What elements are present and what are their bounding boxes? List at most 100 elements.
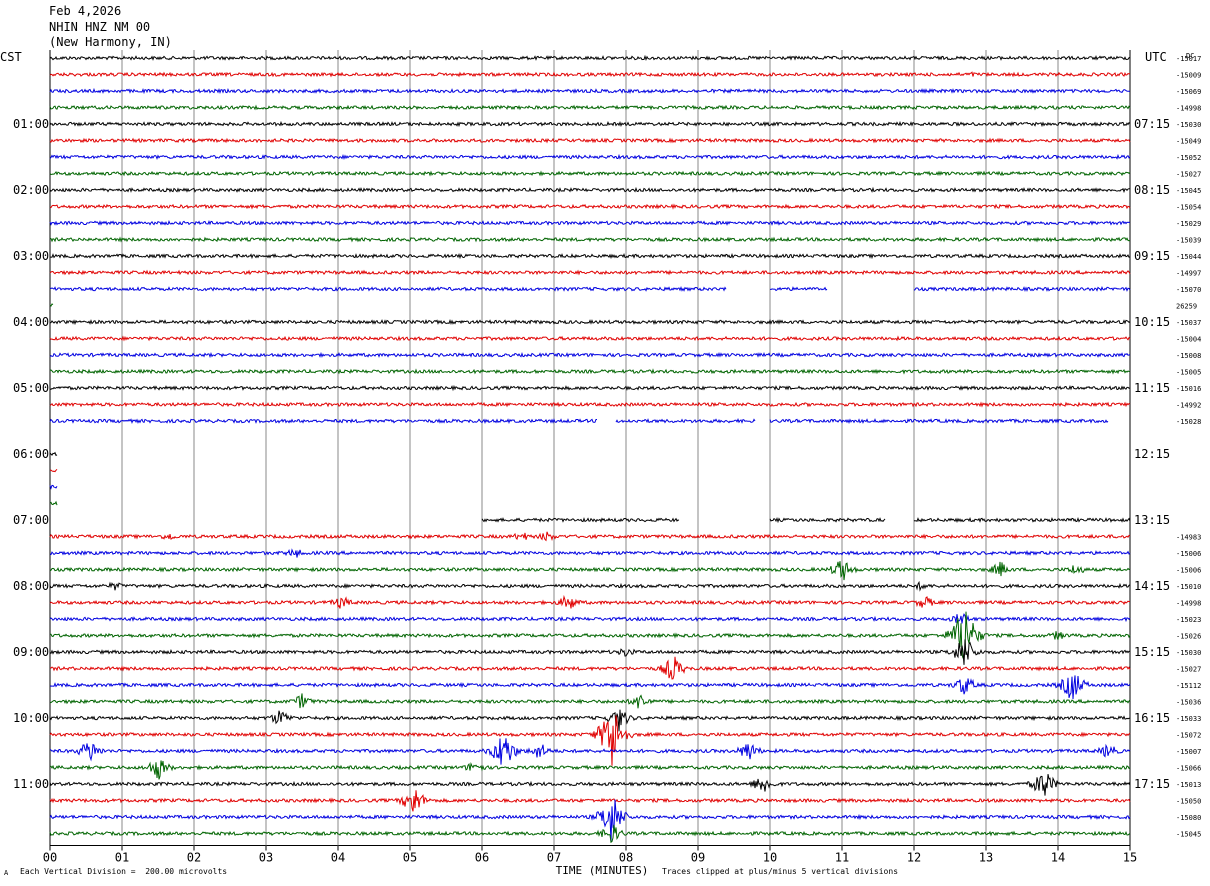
trace-row bbox=[49, 760, 1131, 780]
trace-row bbox=[49, 790, 1131, 812]
dc-offset-value: -15027 bbox=[1176, 666, 1201, 674]
trace-row bbox=[50, 419, 1130, 422]
trace-row bbox=[50, 453, 1130, 456]
dc-offset-value: -15023 bbox=[1176, 616, 1201, 624]
clip-note: Traces clipped at plus/minus 5 vertical … bbox=[662, 867, 899, 876]
trace-row bbox=[49, 236, 1131, 243]
x-tick-label: 04 bbox=[331, 851, 345, 865]
dc-offset-value: -15007 bbox=[1176, 748, 1201, 756]
utc-time-label: 11:15 bbox=[1134, 381, 1170, 395]
dc-offset-value: -14998 bbox=[1176, 105, 1201, 113]
dc-offset-value: -15039 bbox=[1176, 237, 1201, 245]
utc-time-label: 12:15 bbox=[1134, 447, 1170, 461]
trace-row bbox=[49, 219, 1131, 226]
dc-offset-value: -14998 bbox=[1176, 600, 1201, 608]
dc-offset-value: -15033 bbox=[1176, 715, 1201, 723]
dc-offset-value: -14992 bbox=[1176, 402, 1201, 410]
dc-offset-value: -15072 bbox=[1176, 732, 1201, 740]
utc-time-label: 07:15 bbox=[1134, 117, 1170, 131]
trace-row bbox=[50, 304, 1130, 306]
dc-offset-value: -15036 bbox=[1176, 699, 1201, 707]
cst-time-label: 09:00 bbox=[13, 645, 49, 659]
cst-time-label: 11:00 bbox=[13, 777, 49, 791]
dc-offset-value: -15006 bbox=[1176, 550, 1201, 558]
dc-offset-value: -14983 bbox=[1176, 534, 1201, 542]
utc-time-label: 14:15 bbox=[1134, 579, 1170, 593]
trace-row bbox=[49, 548, 1131, 558]
dc-offset-value: -15070 bbox=[1176, 286, 1201, 294]
trace-row bbox=[49, 87, 1131, 95]
cst-time-label: 06:00 bbox=[13, 447, 49, 461]
dc-offset-value: -15013 bbox=[1176, 781, 1201, 789]
trace-row bbox=[49, 738, 1131, 765]
trace-row bbox=[49, 639, 1131, 665]
trace-row bbox=[481, 516, 1131, 524]
dc-offset-value: -15010 bbox=[1176, 583, 1201, 591]
utc-time-label: 17:15 bbox=[1134, 777, 1170, 791]
trace-row bbox=[49, 613, 1131, 624]
trace-row bbox=[50, 611, 1131, 659]
trace-row bbox=[49, 401, 1131, 408]
trace-row bbox=[49, 335, 1131, 342]
header-location: (New Harmony, IN) bbox=[49, 35, 172, 49]
x-tick-label: 14 bbox=[1051, 851, 1065, 865]
dc-offset-value: -15005 bbox=[1176, 369, 1201, 377]
header-date: Feb 4,2026 bbox=[49, 4, 122, 18]
x-tick-label: 15 bbox=[1123, 851, 1137, 865]
trace-row bbox=[49, 137, 1131, 144]
dc-offset-value: -15037 bbox=[1176, 319, 1201, 327]
dc-offset-value: -14997 bbox=[1176, 270, 1201, 278]
dc-offset-value: -15049 bbox=[1176, 138, 1201, 146]
cst-time-label: 10:00 bbox=[13, 711, 49, 725]
trace-row bbox=[49, 531, 1131, 542]
cst-time-label: 02:00 bbox=[13, 183, 49, 197]
dc-offset-value: -15052 bbox=[1176, 154, 1201, 162]
trace-row bbox=[49, 269, 1131, 276]
dc-offset-value: -15044 bbox=[1176, 253, 1201, 261]
header-station: NHIN HNZ NM 00 bbox=[49, 20, 151, 34]
x-tick-label: 12 bbox=[907, 851, 921, 865]
dc-offset-value: -15026 bbox=[1176, 633, 1201, 641]
cst-time-label: 01:00 bbox=[13, 117, 49, 131]
trace-row bbox=[49, 384, 1131, 392]
utc-time-label: 09:15 bbox=[1134, 249, 1170, 263]
trace-row bbox=[49, 104, 1131, 111]
dc-offset-value: -15030 bbox=[1176, 649, 1201, 657]
dc-offset-value: -15054 bbox=[1176, 204, 1201, 212]
dc-offset-value: -15029 bbox=[1176, 220, 1201, 228]
trace-row bbox=[49, 656, 1131, 680]
x-tick-label: 02 bbox=[187, 851, 201, 865]
trace-row bbox=[49, 580, 1131, 592]
dc-offset-value: -15030 bbox=[1176, 121, 1201, 129]
utc-time-label: 08:15 bbox=[1134, 183, 1170, 197]
dc-offset-value: -15016 bbox=[1176, 385, 1201, 393]
cst-label: CST bbox=[0, 50, 22, 64]
x-axis-title: TIME (MINUTES) bbox=[556, 864, 649, 877]
vertical-division-note: Each Vertical Division = 200.00 microvol… bbox=[20, 867, 228, 876]
trace-row bbox=[49, 54, 1131, 62]
trace-row bbox=[49, 203, 1131, 210]
axis-labels: CST UTC DC TIME (MINUTES) 00 01 02 03 04 05 06… bbox=[0, 50, 1201, 877]
seismic-traces bbox=[49, 54, 1131, 844]
utc-time-label: 16:15 bbox=[1134, 711, 1170, 725]
x-tick-label: 05 bbox=[403, 851, 417, 865]
trace-row bbox=[49, 773, 1131, 796]
trace-row bbox=[50, 502, 1130, 505]
dc-offset-value: -15009 bbox=[1176, 72, 1201, 80]
cst-time-label: 08:00 bbox=[13, 579, 49, 593]
utc-time-label: 15:15 bbox=[1134, 645, 1170, 659]
dc-offset-value: -15066 bbox=[1176, 765, 1201, 773]
corner-mark: A bbox=[4, 869, 9, 877]
trace-row bbox=[49, 71, 1131, 78]
x-tick-label: 11 bbox=[835, 851, 849, 865]
trace-row bbox=[49, 561, 1131, 581]
x-tick-label: 07 bbox=[547, 851, 561, 865]
trace-row bbox=[49, 693, 1131, 709]
dc-offset-value: -15080 bbox=[1176, 814, 1201, 822]
dc-offset-value: -15008 bbox=[1176, 352, 1201, 360]
trace-row bbox=[50, 252, 1131, 260]
utc-label: UTC bbox=[1145, 50, 1167, 64]
dc-offset-value: 26259 bbox=[1176, 303, 1197, 311]
trace-row bbox=[49, 368, 1131, 375]
trace-row bbox=[49, 824, 1131, 844]
